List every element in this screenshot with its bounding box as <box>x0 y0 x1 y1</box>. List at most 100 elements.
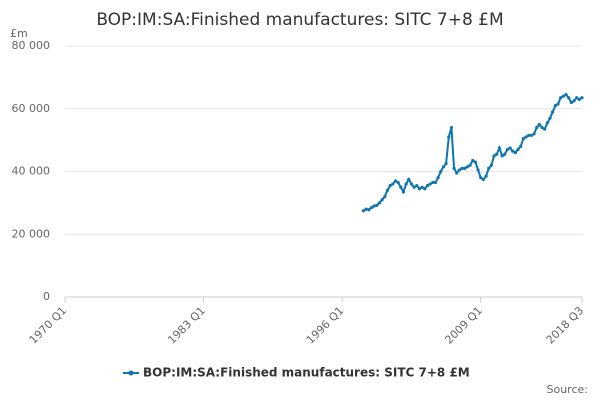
point <box>492 154 496 158</box>
legend-label: BOP:IM:SA:Finished manufactures: SITC 7+… <box>143 366 470 380</box>
point <box>556 102 560 106</box>
point <box>500 154 504 158</box>
point <box>519 144 523 148</box>
point <box>524 135 528 139</box>
point <box>367 208 371 212</box>
point <box>383 195 387 199</box>
point <box>580 96 584 100</box>
point <box>479 176 483 180</box>
point <box>484 174 488 178</box>
point <box>364 207 368 211</box>
point <box>543 127 547 131</box>
point <box>452 166 456 170</box>
point <box>393 179 398 183</box>
point <box>481 177 485 181</box>
point <box>468 163 472 167</box>
point <box>473 160 478 164</box>
point <box>439 169 443 174</box>
point <box>577 97 581 101</box>
point <box>495 152 499 156</box>
point <box>471 158 475 163</box>
point <box>548 116 552 120</box>
x-tick-label: 1996 Q1 <box>304 304 347 347</box>
y-axis-label: £m <box>10 27 28 40</box>
point <box>377 201 382 205</box>
point <box>564 93 568 97</box>
point <box>420 185 424 189</box>
point <box>529 133 533 138</box>
source: Source: <box>547 383 589 396</box>
point <box>513 151 517 155</box>
point <box>407 177 411 181</box>
point <box>380 198 384 202</box>
point <box>433 180 438 185</box>
point <box>489 163 493 167</box>
point <box>465 165 470 169</box>
point <box>361 209 366 213</box>
point <box>559 96 563 100</box>
point <box>497 146 501 150</box>
point <box>460 166 464 170</box>
point <box>567 96 571 100</box>
point <box>532 132 536 136</box>
y-tick-label: 40 000 <box>12 165 51 178</box>
point <box>455 171 459 175</box>
y-tick-label: 20 000 <box>12 227 51 240</box>
point <box>505 147 509 152</box>
point <box>572 99 576 103</box>
point <box>569 100 573 105</box>
point <box>444 162 448 166</box>
point <box>561 94 565 98</box>
point <box>553 104 557 108</box>
point <box>508 146 512 150</box>
point <box>447 135 451 139</box>
point <box>511 149 515 153</box>
point <box>503 152 507 156</box>
point <box>516 147 520 152</box>
chart-title: BOP:IM:SA:Finished manufactures: SITC 7+… <box>96 10 503 30</box>
point <box>441 165 446 169</box>
x-tick-label: 1970 Q1 <box>27 304 70 347</box>
point <box>457 168 462 172</box>
point <box>412 185 416 189</box>
point <box>375 203 379 207</box>
point <box>401 190 406 194</box>
x-tick-label: 2018 Q3 <box>544 304 587 347</box>
point <box>385 188 390 192</box>
y-tick-label: 80 000 <box>12 39 51 52</box>
point <box>423 187 427 191</box>
point <box>369 205 374 210</box>
point <box>449 125 454 130</box>
point <box>409 182 414 186</box>
point <box>396 180 400 185</box>
point <box>372 204 376 208</box>
point <box>391 182 395 186</box>
point <box>545 121 549 125</box>
y-tick-label: 0 <box>43 290 50 303</box>
point <box>388 184 392 188</box>
point <box>487 166 491 170</box>
point <box>521 136 525 141</box>
x-tick-label: 1983 Q1 <box>165 304 208 347</box>
point <box>476 168 480 172</box>
series-line <box>362 93 583 212</box>
point <box>425 184 430 188</box>
point <box>431 180 435 185</box>
point <box>399 185 403 189</box>
point <box>463 166 467 170</box>
point <box>551 110 555 114</box>
point <box>575 96 579 100</box>
point <box>535 125 539 130</box>
point <box>540 125 544 130</box>
point <box>436 176 440 180</box>
y-tick-label: 60 000 <box>12 102 51 115</box>
point <box>417 187 422 191</box>
point <box>404 182 408 186</box>
legend-marker <box>128 370 134 376</box>
point <box>537 122 541 127</box>
point <box>415 184 419 188</box>
x-tick-label: 2009 Q1 <box>442 304 485 347</box>
point <box>428 182 432 186</box>
point <box>527 133 531 138</box>
